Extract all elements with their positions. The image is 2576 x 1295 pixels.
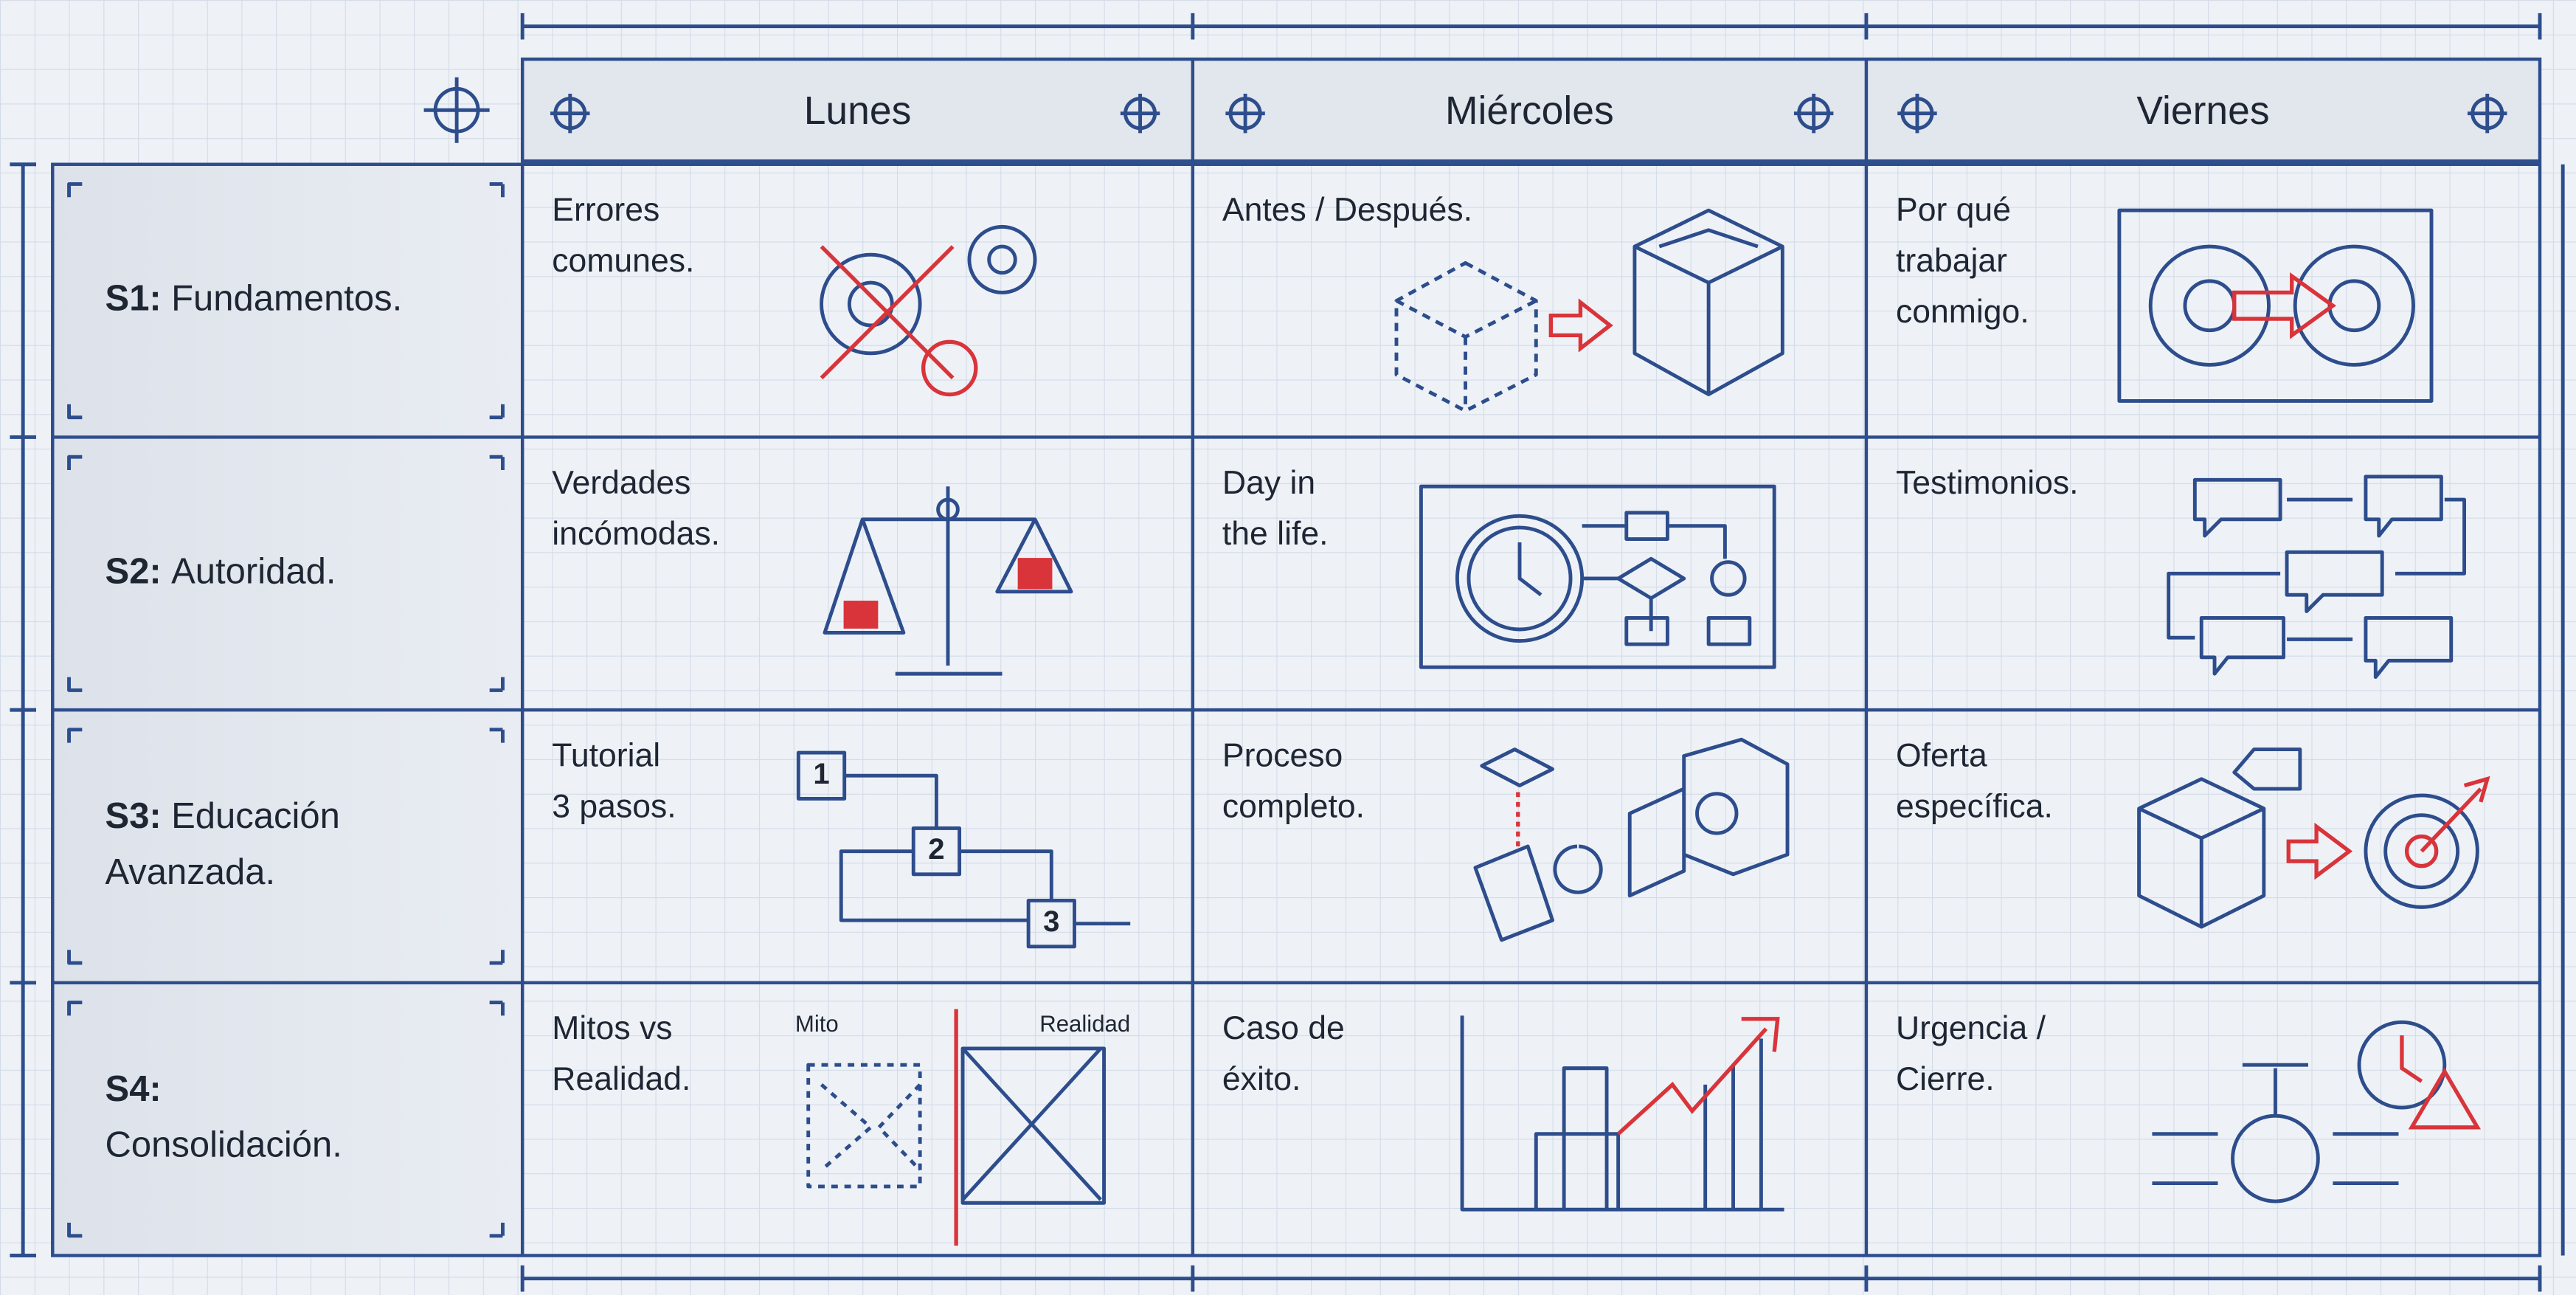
row-prefix: S3: — [105, 796, 162, 836]
dimension-lines — [10, 13, 2565, 1292]
column-header: Lunes — [804, 89, 912, 133]
cell-text: Testimonios. — [1896, 465, 2079, 501]
cell-text: comunes. — [552, 243, 694, 279]
header-targets — [550, 93, 2507, 134]
row-label-line: Avanzada. — [105, 852, 276, 892]
column-header: Miércoles — [1445, 89, 1614, 133]
corner-marks — [67, 182, 505, 420]
corner-marks — [67, 728, 505, 965]
icon-testimonials — [2167, 474, 2467, 680]
row-prefix: S1: — [105, 279, 162, 319]
cell-text: Verdades — [552, 465, 690, 501]
row-label: S4: — [105, 1069, 162, 1109]
icon-urgency — [2152, 1020, 2482, 1204]
corner-marks — [67, 455, 505, 692]
column-header: Viernes — [2136, 89, 2269, 133]
row-label-line: Autoridad. — [171, 551, 336, 591]
icon-offer — [2137, 747, 2490, 929]
corner-marks — [67, 1001, 505, 1238]
row-label: S1: Fundamentos. — [105, 279, 403, 319]
target-mark — [423, 77, 490, 143]
cell-text: éxito. — [1222, 1061, 1301, 1097]
row-prefix: S4: — [105, 1069, 162, 1109]
icon-label: Mito — [795, 1011, 839, 1037]
cell-text: específica. — [1896, 789, 2053, 825]
cell-text: Mitos vs — [552, 1010, 672, 1046]
icon-steps — [796, 750, 1131, 949]
row-prefix: S2: — [105, 551, 162, 591]
row-label-line: Fundamentos. — [171, 279, 402, 319]
row-label: S2: Autoridad. — [105, 551, 336, 591]
icon-scale — [823, 486, 1073, 676]
icon-label: Realidad — [1039, 1011, 1130, 1037]
cell-text: Tutorial — [552, 737, 660, 773]
cell-text: Cierre. — [1896, 1061, 1995, 1097]
cell-text: the life. — [1222, 516, 1329, 552]
icon-process — [1473, 737, 1790, 942]
icon-day — [1419, 484, 1776, 669]
step-number: 1 — [813, 758, 829, 790]
cell-text: Oferta — [1896, 737, 1987, 773]
icon-errors — [820, 224, 1037, 397]
cell-text: Caso de — [1222, 1010, 1345, 1046]
row-label: S3: Educación — [105, 796, 340, 836]
cell-text: Realidad. — [552, 1061, 690, 1097]
cell-text: 3 pasos. — [552, 789, 676, 825]
icon-success — [1460, 1015, 1784, 1212]
cell-text: Antes / Después. — [1222, 192, 1472, 228]
cell-text: Errores — [552, 192, 659, 228]
cell-text: incómodas. — [552, 516, 720, 552]
header-band — [522, 59, 2541, 162]
step-number: 2 — [928, 833, 944, 866]
row-label-line: Educación — [171, 796, 340, 836]
table-lines — [51, 57, 2542, 1257]
cell-text: conmigo. — [1896, 294, 2029, 330]
step-number: 3 — [1043, 905, 1059, 938]
cell-text: Por qué — [1896, 192, 2011, 228]
cell-text: Urgencia / — [1896, 1010, 2046, 1046]
cell-text: Day in — [1222, 465, 1315, 501]
icon-myths — [806, 1009, 1107, 1246]
icon-before-after — [1394, 208, 1784, 413]
cell-text: trabajar — [1896, 243, 2007, 279]
cell-text: Proceso — [1222, 737, 1343, 773]
row-label-line: Consolidación. — [105, 1125, 342, 1164]
cell-text: completo. — [1222, 789, 1365, 825]
icon-gears — [2117, 208, 2434, 403]
